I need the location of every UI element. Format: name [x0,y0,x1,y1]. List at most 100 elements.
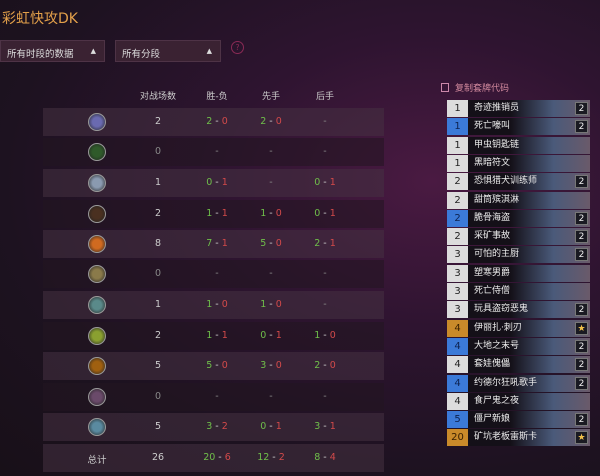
card-cost: 4 [447,337,468,355]
deck-card[interactable]: 1 黑暗符文 [447,154,590,172]
first-win-loss: 1 - 0 [260,208,282,219]
card-count: 2 [575,211,588,225]
first-win-loss: 1 - 0 [260,299,282,310]
deck-card[interactable]: 4 大地之末号 2 [447,337,590,355]
deck-card[interactable]: 5 僵尸新娘 2 [447,411,590,429]
header-games: 对战场数 [139,92,177,102]
card-name: 伊丽扎·刺刃 [468,319,590,337]
deck-card[interactable]: 1 甲虫钥匙链 [447,136,590,154]
card-name: 黑暗符文 [468,154,590,172]
help-icon[interactable]: ? [231,41,244,54]
deck-card[interactable]: 3 死亡侍僧 [447,283,590,300]
deck-card[interactable]: 2 甜筒殡淇淋 [447,191,590,209]
card-cost: 3 [447,246,468,264]
card-cost: 1 [447,118,468,136]
total-row: 总计 26 20 - 6 12 - 2 8 - 4 [43,444,384,472]
copy-icon [441,83,449,92]
deck-card[interactable]: 4 约德尔狂吼歌手 2 [447,374,590,392]
copy-deck-code-button[interactable]: 复制套牌代码 [441,81,509,94]
first-win-loss: 2 - 0 [260,116,282,127]
win-loss: - [215,391,219,402]
legendary-star-icon: ★ [575,321,588,335]
win-loss: 1 - 0 [206,299,228,310]
card-cost: 4 [447,374,468,392]
deck-card[interactable]: 4 套娃傀儡 2 [447,356,590,374]
rank-dropdown[interactable]: 所有分段 ▲ [115,40,221,62]
priest-class-icon [88,388,106,406]
second-win-loss: 2 - 0 [314,360,336,371]
deck-card[interactable]: 3 塑寒男爵 [447,264,590,282]
card-count: 2 [575,376,588,390]
deck-card[interactable]: 1 死亡嚎叫 2 [447,118,590,136]
first-win-loss: 5 - 0 [260,238,282,249]
matchup-row[interactable]: 2 2 - 0 2 - 0 - [43,108,384,136]
second-win-loss: 0 - 1 [314,208,336,219]
deck-card[interactable]: 1 奇迹推销员 2 [447,100,590,117]
time-range-dropdown[interactable]: 所有时段的数据 ▲ [0,40,105,62]
second-win-loss: - [323,116,327,127]
matchup-row[interactable]: 5 5 - 0 3 - 0 2 - 0 [43,352,384,380]
card-name: 塑寒男爵 [468,264,590,282]
header-first: 先手 [261,92,281,102]
card-cost: 3 [447,301,468,319]
card-name: 食尸鬼之夜 [468,392,590,410]
card-name: 甲虫钥匙链 [468,136,590,154]
deck-card[interactable]: 20 矿坑老板雷斯卡 ★ [447,429,590,447]
time-range-value: 所有时段的数据 [7,49,74,60]
games-count: 2 [154,208,162,219]
deck-card[interactable]: 4 伊丽扎·刺刃 ★ [447,319,590,337]
total-games: 26 [151,452,165,463]
copy-label: 复制套牌代码 [455,84,510,94]
rogue-class-icon [88,235,106,253]
card-name: 大地之末号 [468,337,590,355]
card-name: 恐惧猎犬训练师 [468,173,590,191]
games-count: 1 [154,299,162,310]
games-count: 0 [154,391,162,402]
second-win-loss: 1 - 0 [314,330,336,341]
card-name: 脆骨海盗 [468,209,590,227]
card-cost: 4 [447,392,468,410]
win-loss: 1 - 1 [206,330,228,341]
win-loss: 3 - 2 [206,421,228,432]
card-cost: 3 [447,264,468,282]
warrior-class-icon [88,357,106,375]
games-count: 1 [154,177,162,188]
matchup-row[interactable]: 1 0 - 1 - 0 - 1 [43,169,384,197]
matchup-row[interactable]: 0 - - - [43,383,384,411]
card-count: 2 [575,413,588,427]
matchup-row[interactable]: 2 1 - 1 1 - 0 0 - 1 [43,200,384,228]
matchup-row[interactable]: 0 - - - [43,138,384,166]
caret-up-icon: ▲ [90,47,96,55]
card-cost: 4 [447,319,468,337]
matchup-row[interactable]: 0 - - - [43,260,384,288]
card-cost: 2 [447,173,468,191]
card-count: 2 [575,248,588,262]
matchup-row[interactable]: 5 3 - 2 0 - 1 3 - 1 [43,413,384,441]
second-win-loss: - [323,299,327,310]
second-win-loss: 2 - 1 [314,238,336,249]
second-win-loss: 0 - 1 [314,177,336,188]
deck-card[interactable]: 2 采矿事故 2 [447,228,590,246]
total-label: 总计 [87,455,107,466]
deck-card[interactable]: 2 脆骨海盗 2 [447,209,590,227]
druid-class-icon [88,143,106,161]
deck-card[interactable]: 3 可怕的主厨 2 [447,246,590,264]
matchup-row[interactable]: 1 1 - 0 1 - 0 - [43,291,384,319]
games-count: 2 [154,330,162,341]
card-name: 采矿事故 [468,228,590,246]
card-count: 2 [575,358,588,372]
deck-card[interactable]: 2 恐惧猎犬训练师 2 [447,173,590,191]
deck-card[interactable]: 4 食尸鬼之夜 [447,392,590,410]
matchup-row[interactable]: 2 1 - 1 0 - 1 1 - 0 [43,322,384,350]
first-win-loss: 0 - 1 [260,421,282,432]
card-cost: 4 [447,356,468,374]
rank-value: 所有分段 [122,49,161,60]
card-cost: 20 [447,429,468,447]
win-loss: 1 - 1 [206,208,228,219]
games-count: 5 [154,421,162,432]
games-count: 0 [154,146,162,157]
caret-up-icon: ▲ [206,47,212,55]
matchup-row[interactable]: 8 7 - 1 5 - 0 2 - 1 [43,230,384,258]
deck-card[interactable]: 3 玩具盗窃恶鬼 2 [447,301,590,319]
first-win-loss: - [269,268,273,279]
